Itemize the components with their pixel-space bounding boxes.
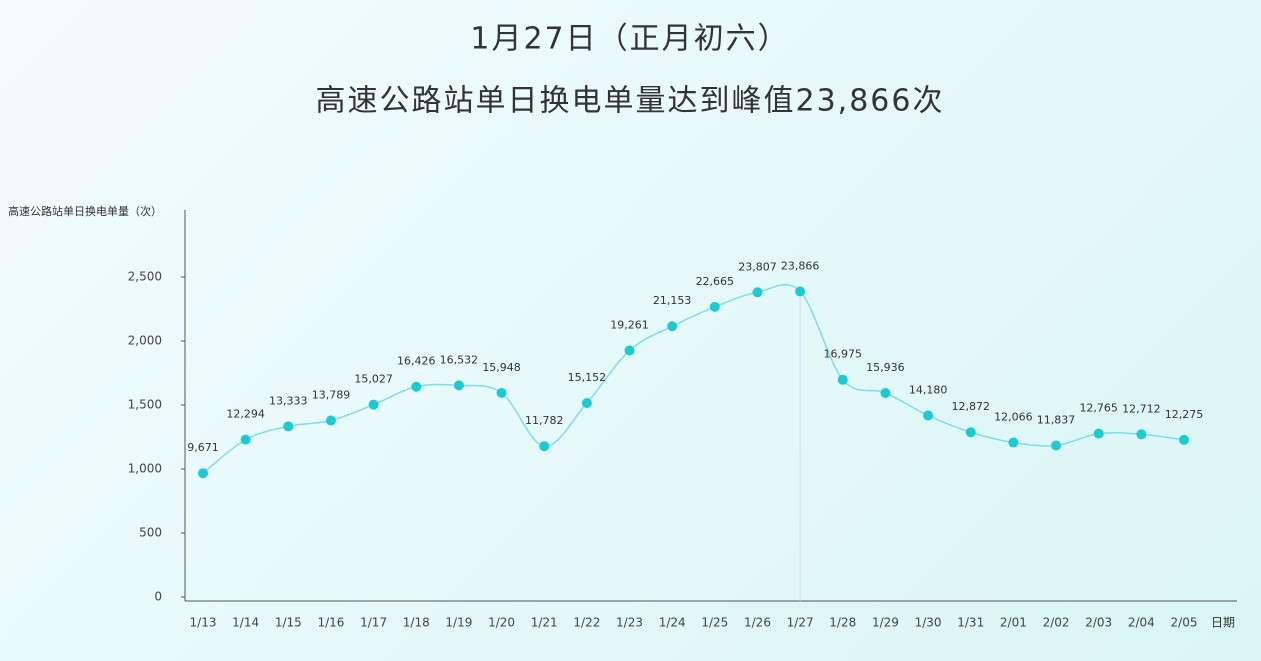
data-label: 12,712 — [1122, 402, 1161, 415]
data-point — [1008, 437, 1019, 448]
data-point — [837, 374, 848, 385]
chart-subtitle: 高速公路站单日换电单量达到峰值23,866次 — [316, 84, 945, 119]
data-point — [667, 321, 678, 332]
series-line — [202, 283, 1185, 474]
x-tick-label: 1/13 — [190, 616, 217, 630]
y-tick-label: 2,000 — [128, 334, 162, 348]
x-tick-label: 2/03 — [1085, 616, 1112, 630]
y-axis-label: 高速公路站单日换电单量（次） — [8, 204, 162, 218]
x-tick-label: 1/19 — [445, 616, 472, 630]
data-point — [1093, 428, 1104, 439]
data-point — [923, 410, 934, 421]
x-tick-label: 1/23 — [616, 616, 643, 630]
data-label: 16,975 — [824, 348, 863, 361]
y-tick-label: 1,000 — [128, 462, 162, 476]
data-label: 11,782 — [525, 414, 564, 427]
data-label: 15,948 — [482, 361, 521, 374]
y-tick-label: 2,500 — [128, 270, 162, 284]
data-label: 22,665 — [696, 275, 735, 288]
data-label: 23,807 — [738, 260, 777, 273]
x-tick-label: 1/25 — [701, 616, 728, 630]
x-tick-label: 1/21 — [531, 616, 558, 630]
data-label: 12,765 — [1079, 402, 1118, 415]
data-point — [325, 415, 336, 426]
data-label: 12,275 — [1165, 408, 1204, 421]
data-point — [581, 398, 592, 409]
data-label: 9,671 — [187, 441, 219, 454]
y-tick-label: 1,500 — [128, 398, 162, 412]
x-tick-label: 1/31 — [957, 616, 984, 630]
data-label: 12,872 — [951, 400, 990, 413]
x-tick-label: 1/16 — [317, 616, 344, 630]
data-label: 13,333 — [269, 394, 308, 407]
x-tick-label: 1/28 — [829, 616, 856, 630]
x-tick-label: 1/20 — [488, 616, 515, 630]
data-point — [1136, 429, 1147, 440]
data-label: 16,532 — [440, 353, 479, 366]
data-point — [624, 345, 635, 356]
data-label: 11,837 — [1037, 413, 1076, 426]
data-label: 12,294 — [226, 408, 265, 421]
x-tick-label: 2/05 — [1171, 616, 1198, 630]
y-tick-label: 500 — [139, 526, 162, 540]
x-tick-label: 1/18 — [403, 616, 430, 630]
data-label: 13,789 — [312, 389, 351, 402]
x-tick-label: 1/17 — [360, 616, 387, 630]
data-label: 14,180 — [909, 383, 948, 396]
x-tick-label: 1/26 — [744, 616, 771, 630]
data-point — [283, 421, 294, 432]
data-label: 19,261 — [610, 318, 649, 331]
x-tick-label: 2/04 — [1128, 616, 1155, 630]
x-tick-label: 2/02 — [1043, 616, 1070, 630]
x-axis-label: 日期 — [1211, 616, 1235, 630]
data-point — [496, 387, 507, 398]
data-point — [709, 301, 720, 312]
x-tick-label: 2/01 — [1000, 616, 1027, 630]
data-label: 21,153 — [653, 294, 692, 307]
data-point — [539, 441, 550, 452]
data-label: 23,866 — [781, 260, 820, 273]
data-point — [453, 380, 464, 391]
data-point — [1051, 440, 1062, 451]
data-label: 15,027 — [354, 373, 393, 386]
x-tick-label: 1/29 — [872, 616, 899, 630]
x-tick-label: 1/24 — [659, 616, 686, 630]
data-label: 16,426 — [397, 355, 436, 368]
data-point — [240, 434, 251, 445]
x-tick-label: 1/14 — [232, 616, 259, 630]
data-point — [368, 399, 379, 410]
x-tick-label: 1/30 — [915, 616, 942, 630]
data-point — [880, 388, 891, 399]
chart-title: 1月27日（正月初六） — [470, 22, 789, 57]
data-point — [965, 427, 976, 438]
data-point — [411, 381, 422, 392]
x-tick-label: 1/27 — [787, 616, 814, 630]
x-tick-label: 1/22 — [573, 616, 600, 630]
x-tick-label: 1/15 — [275, 616, 302, 630]
data-point — [198, 468, 208, 479]
data-point — [752, 287, 763, 298]
y-tick-label: 0 — [154, 590, 162, 604]
data-label: 15,936 — [866, 361, 905, 374]
data-point — [795, 286, 806, 297]
data-label: 15,152 — [568, 371, 607, 384]
data-point — [1179, 434, 1189, 445]
data-label: 12,066 — [994, 411, 1033, 424]
